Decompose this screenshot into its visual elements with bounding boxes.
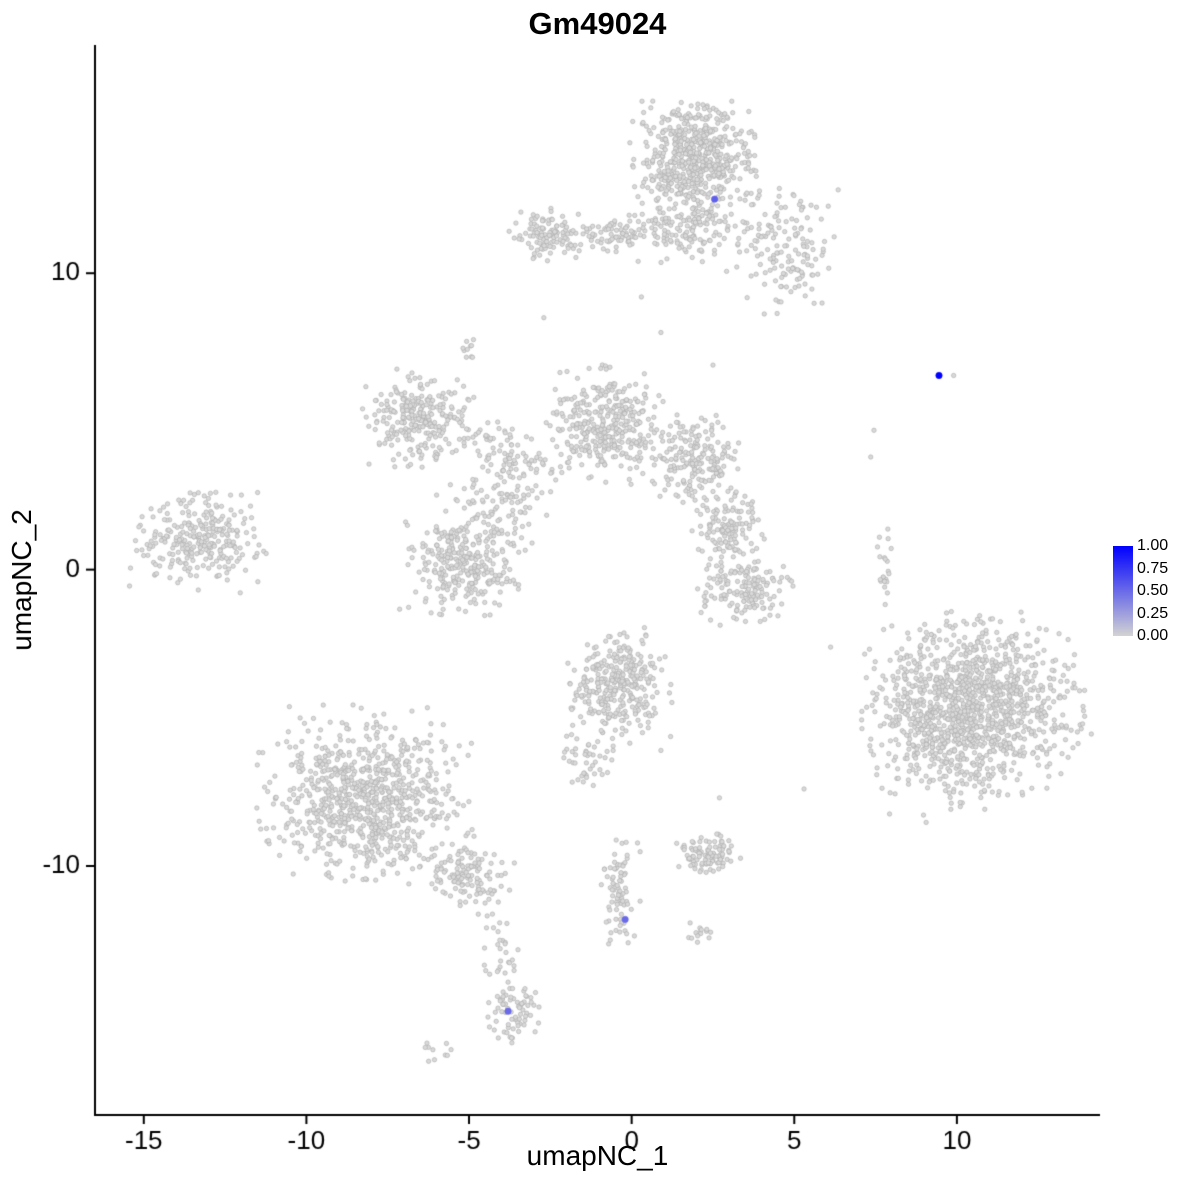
plot-title: Gm49024 [528,6,667,41]
y-axis-label: umapNC_2 [6,509,37,651]
legend-tick-label: 0.25 [1137,604,1169,622]
legend-tick-label: 0.50 [1137,582,1169,599]
legend-tick-label: 1.00 [1137,537,1169,554]
legend-labels: 1.00 0.75 0.50 0.25 0.00 [1137,538,1197,644]
legend-tick-label: 0.00 [1137,627,1169,644]
legend-gradient-bar [1113,546,1133,636]
x-axis-label: umapNC_1 [526,1140,669,1171]
legend-tick-label: 0.75 [1137,559,1169,577]
